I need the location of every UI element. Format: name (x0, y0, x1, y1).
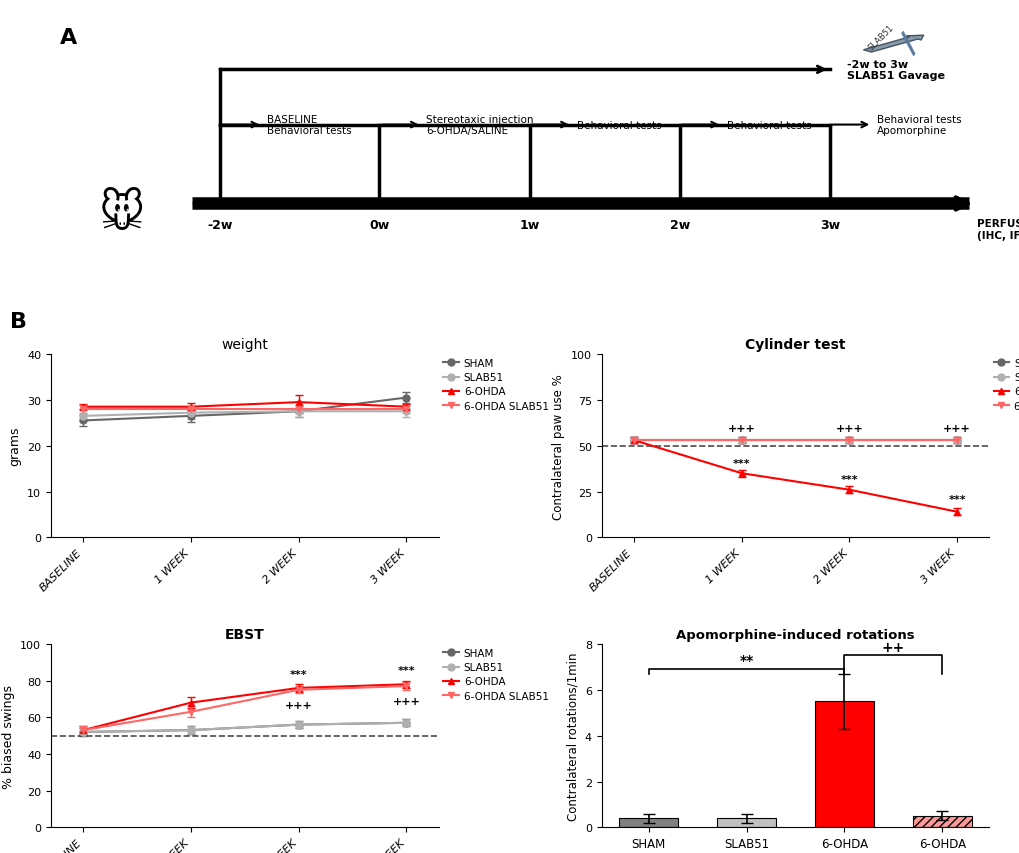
Text: **: ** (739, 653, 753, 668)
Y-axis label: Contralateral paw use %: Contralateral paw use % (552, 374, 565, 519)
Text: Stereotaxic injection
6-OHDA/SALINE: Stereotaxic injection 6-OHDA/SALINE (426, 114, 533, 136)
Text: Behavioral tests: Behavioral tests (576, 120, 660, 131)
Text: ***: *** (732, 458, 750, 468)
Text: 0w: 0w (369, 218, 389, 232)
FancyArrow shape (862, 36, 923, 53)
Text: ***: *** (840, 474, 857, 485)
Bar (716, 818, 775, 827)
Text: 1w: 1w (519, 218, 539, 232)
Y-axis label: grams: grams (8, 426, 21, 466)
Title: EBST: EBST (225, 628, 265, 641)
Text: +++: +++ (284, 700, 312, 710)
Text: ++: ++ (881, 641, 904, 654)
Text: +++: +++ (728, 423, 755, 433)
Text: B: B (10, 311, 28, 331)
Title: weight: weight (221, 338, 268, 352)
Text: /: / (895, 30, 923, 58)
Text: 3w: 3w (819, 218, 839, 232)
Text: 2w: 2w (668, 218, 689, 232)
Text: 🐭: 🐭 (98, 194, 145, 236)
Text: ***: *** (289, 669, 308, 679)
Text: A: A (60, 28, 77, 48)
Y-axis label: Contralateral rotations/1min: Contralateral rotations/1min (566, 652, 579, 820)
Legend: SHAM, SLAB51, 6-OHDA, 6-OHDA SLAB51: SHAM, SLAB51, 6-OHDA, 6-OHDA SLAB51 (988, 355, 1019, 415)
Bar (619, 818, 678, 827)
Title: Apomorphine-induced rotations: Apomorphine-induced rotations (676, 629, 914, 641)
Text: Behavioral tests
Apomorphine: Behavioral tests Apomorphine (876, 114, 961, 136)
Text: ***: *** (397, 665, 415, 676)
Text: +++: +++ (392, 696, 420, 706)
Text: -2w: -2w (207, 218, 232, 232)
Legend: SHAM, SLAB51, 6-OHDA, 6-OHDA SLAB51: SHAM, SLAB51, 6-OHDA, 6-OHDA SLAB51 (438, 644, 552, 705)
Text: +++: +++ (835, 423, 862, 433)
Y-axis label: % biased swings: % biased swings (2, 684, 14, 787)
Text: +++: +++ (943, 423, 970, 433)
Legend: SHAM, SLAB51, 6-OHDA, 6-OHDA SLAB51: SHAM, SLAB51, 6-OHDA, 6-OHDA SLAB51 (438, 355, 552, 415)
Text: ***: *** (948, 495, 965, 505)
Bar (814, 701, 873, 827)
Bar (912, 816, 971, 827)
Text: PERFUSION
(IHC, IF and WB): PERFUSION (IHC, IF and WB) (976, 218, 1019, 241)
Text: Behavioral tests: Behavioral tests (726, 120, 810, 131)
Text: SLAB51: SLAB51 (866, 23, 895, 52)
Text: BASELINE
Behavioral tests: BASELINE Behavioral tests (267, 114, 352, 136)
Title: Cylinder test: Cylinder test (745, 338, 845, 352)
Text: -2w to 3w
SLAB51 Gavage: -2w to 3w SLAB51 Gavage (846, 60, 944, 81)
